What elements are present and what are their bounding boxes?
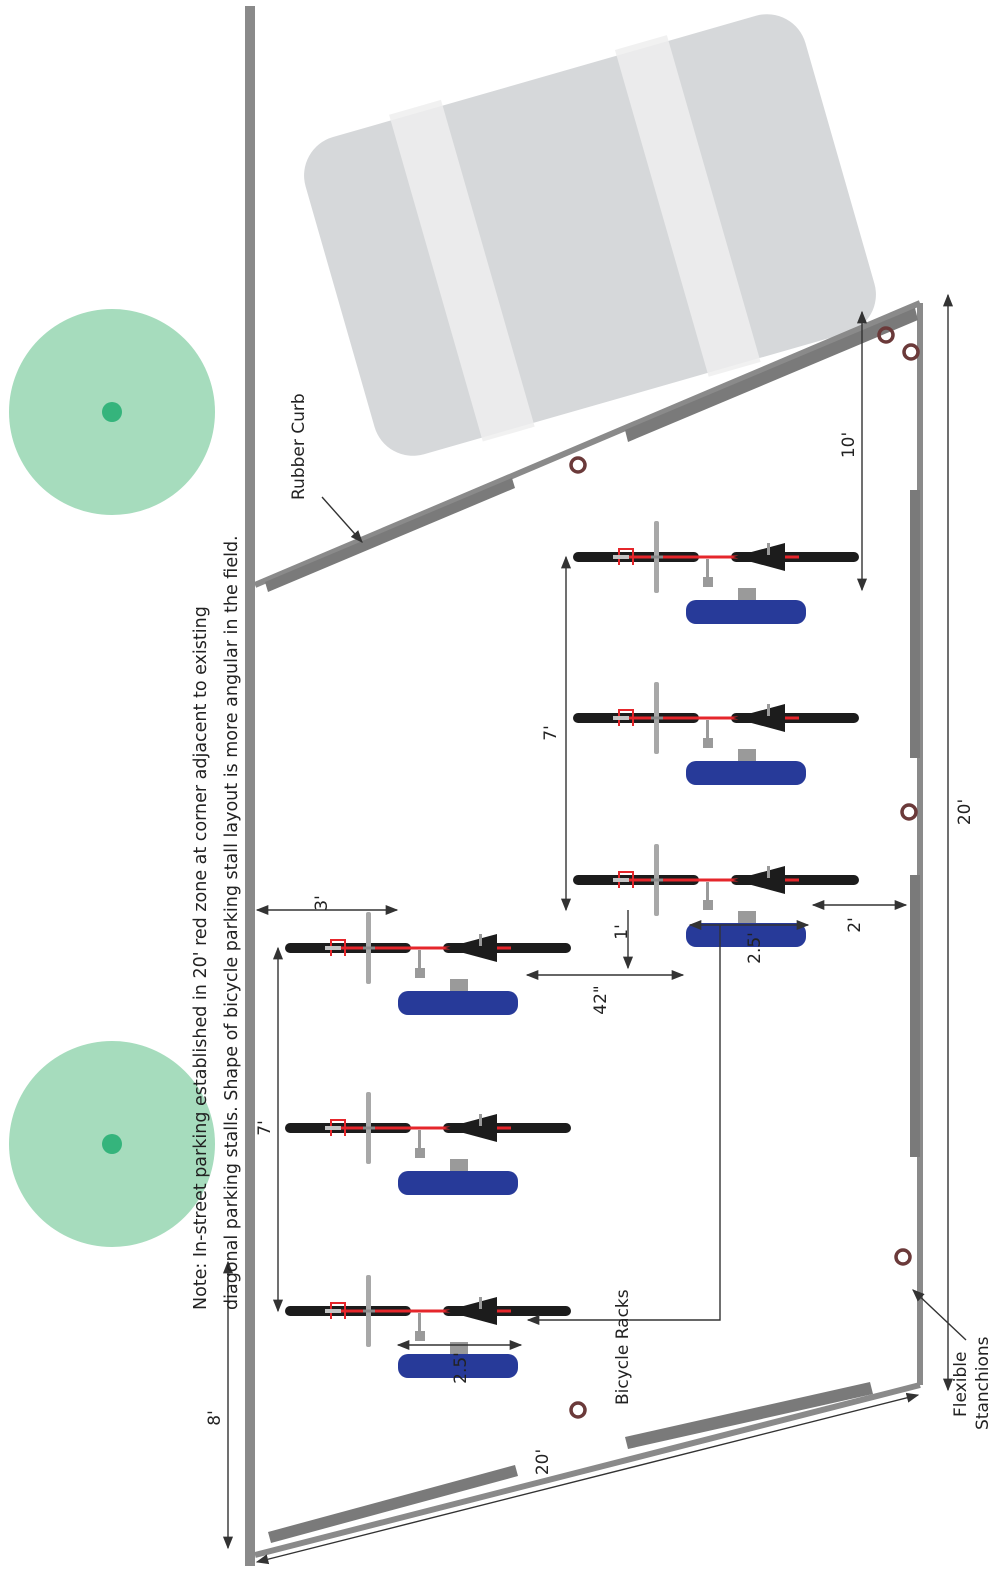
curb-line <box>245 6 255 1566</box>
flexible-stanchions-label-line-2: Stanchions <box>973 1336 993 1430</box>
parked-car-icon <box>304 14 876 456</box>
rubber-curb-label: Rubber Curb <box>289 393 309 500</box>
dimension-label-bike-offset: 3' <box>312 895 332 911</box>
bicycle-row-lower <box>572 520 860 948</box>
dimension-label-buffer-width: 8' <box>205 1410 225 1426</box>
dimension-label-rack-offset: 1' <box>612 924 632 940</box>
dimension-label-rack-length-lower: 2.5' <box>745 932 765 964</box>
dimension-label-diagonal-length: 20' <box>533 1449 553 1475</box>
bicycle-racks-label: Bicycle Racks <box>613 1289 633 1405</box>
layout-note-line-1: Note: In-street parking established in 2… <box>191 606 211 1310</box>
bicycle-row-upper <box>284 911 572 1379</box>
dimension-label-aisle-width: 42" <box>591 985 611 1014</box>
tree-icon <box>9 1041 215 1247</box>
dimension-lines <box>222 293 954 1565</box>
tree-icon <box>9 309 215 515</box>
dimension-label-row-spacing-upper: 7' <box>255 1120 275 1136</box>
dimension-label-curb-clearance: 10' <box>839 432 859 458</box>
flexible-stanchions-label-line-1: Flexible <box>951 1352 971 1417</box>
dimension-label-rack-length-upper: 2.5' <box>451 1352 471 1384</box>
dimension-label-row-spacing-lower: 7' <box>541 725 561 741</box>
layout-note-line-2: diagonal parking stalls. Shape of bicycl… <box>222 535 242 1310</box>
dimension-label-rack-to-curb: 2' <box>845 917 865 933</box>
leader-lines <box>321 496 967 1341</box>
rubber-curb <box>265 308 920 1543</box>
zone-boundary <box>253 300 923 1558</box>
dimension-label-zone-length: 20' <box>955 799 975 825</box>
